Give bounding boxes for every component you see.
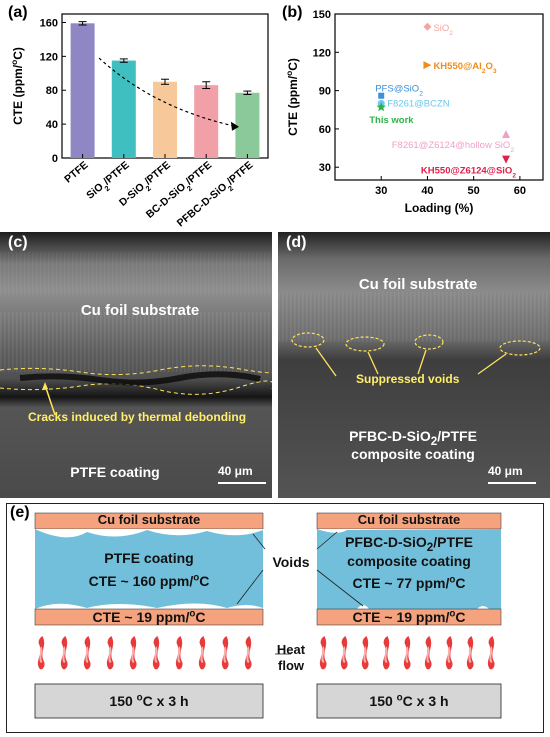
left-coating-cte: CTE ~ 160 ppm/oC	[88, 572, 210, 589]
heat-flame-icon	[403, 636, 411, 670]
heat-flame-icon	[221, 636, 229, 670]
panel-label-c: (c)	[8, 234, 28, 251]
xtick-label-b: 60	[514, 185, 526, 197]
ytick-label-b: 60	[319, 124, 331, 136]
heat-flame-icon	[198, 636, 206, 670]
heat-flame-icon	[175, 636, 183, 670]
bar-4	[235, 92, 260, 158]
point-4	[376, 102, 386, 112]
bar-0	[70, 23, 95, 159]
right-coating-line1: PFBC-D-SiO2/PTFE	[345, 534, 473, 554]
ptfe-coating-text: PTFE coating	[104, 550, 194, 566]
right-coating-cte: CTE ~ 77 ppm/oC	[352, 574, 466, 591]
bar-2	[153, 81, 177, 158]
sem-image-d: (d) Cu foil substrate Suppressed voids P…	[278, 232, 550, 498]
ptfe-coating-label: PTFE coating	[70, 464, 160, 480]
heat-flame-icon	[83, 636, 91, 670]
schematic-graphics	[34, 512, 502, 719]
cu-foil-left: Cu foil substrate	[97, 512, 201, 527]
panel-label-a: (a)	[8, 4, 28, 21]
scale-text-d: 40 μm	[488, 464, 523, 478]
heat-flame-icon	[319, 636, 327, 670]
ytick-label-b: 150	[313, 9, 331, 21]
sem-image-c: (c) Cu foil substrate Cracks induced by …	[0, 232, 272, 498]
bar-3	[194, 85, 219, 158]
point-5	[502, 130, 511, 139]
heat-flame-icon	[466, 636, 474, 670]
pfbc-coating-label-d-2: composite coating	[351, 446, 475, 462]
xtick-label-b: 50	[468, 185, 480, 197]
ylabel-b: CTE (ppm/oC)	[284, 58, 300, 136]
scale-text-c: 40 μm	[218, 464, 253, 478]
heat-flame-icon	[152, 636, 160, 670]
point-label-2: PFS@SiO2	[375, 84, 423, 98]
voids-label: Voids	[272, 554, 310, 570]
right-bottom-cte: CTE ~ 19 ppm/oC	[352, 608, 466, 625]
panel-label-e: (e)	[10, 504, 30, 521]
heater-right-label: 150 oC x 3 h	[369, 692, 449, 709]
ytick-label-a: 0	[52, 153, 58, 165]
ylabel-a: CTE (ppm/oC)	[9, 47, 25, 125]
cracks-label: Cracks induced by thermal debonding	[28, 410, 247, 424]
point-label-1: KH550@Al2O3	[433, 61, 496, 75]
panel-label-b: (b)	[282, 4, 303, 21]
point-6	[502, 155, 511, 164]
schematic-panel: (e)	[6, 503, 544, 733]
heat-flame-icon	[244, 636, 252, 670]
xtick-label-b: 40	[421, 185, 433, 197]
trend-arrow-head	[230, 121, 239, 131]
scale-bar-c	[218, 482, 266, 484]
heat-flame-icon	[424, 636, 432, 670]
xlabel-b: Loading (%)	[405, 201, 474, 215]
point-label-4: This work	[369, 115, 414, 126]
xtick-label-a-4: PFBC-D-SiO2/PTFE	[175, 159, 258, 232]
ytick-label-a: 40	[46, 119, 58, 131]
heat-flame-icon	[129, 636, 137, 670]
right-coating-line2: composite coating	[347, 553, 471, 569]
point-label-0: SiO2	[433, 23, 453, 37]
ytick-label-b: 120	[313, 47, 331, 59]
ytick-label-a: 120	[40, 51, 58, 63]
sem-texture-c	[0, 232, 272, 498]
scale-bar-d	[488, 482, 536, 484]
scatter-chart-cte-loading: 30 60 90 120 150 30 40 50 60 Loading (%) CTE (ppm/…	[284, 9, 544, 215]
heater-left-label: 150 oC x 3 h	[109, 692, 189, 709]
heat-flame-icon	[487, 636, 495, 670]
bar-1	[111, 60, 136, 158]
xtick-label-b: 30	[375, 185, 387, 197]
point-2	[378, 92, 385, 99]
trend-arrow	[98, 57, 234, 127]
point-0	[423, 22, 432, 31]
cu-foil-label-c: Cu foil substrate	[80, 302, 200, 319]
ytick-label-a: 80	[46, 85, 58, 97]
heat-flame-icon	[106, 636, 114, 670]
heat-flame-icon	[382, 636, 390, 670]
heat-flame-icon	[340, 636, 348, 670]
sem-texture-d	[278, 232, 550, 498]
ytick-label-b: 90	[319, 86, 331, 98]
heat-flame-icon	[60, 636, 68, 670]
heat-flow-label-1: Heat	[276, 642, 306, 657]
heat-flame-icon	[361, 636, 369, 670]
point-label-3: F8261@BCZN	[387, 98, 450, 109]
point-1	[423, 61, 432, 70]
heat-flow-label-2: flow	[278, 658, 304, 673]
panel-label-d: (d)	[286, 234, 307, 251]
ytick-label-b: 30	[319, 162, 331, 174]
left-bottom-cte: CTE ~ 19 ppm/oC	[92, 608, 206, 625]
plot-frame-b	[334, 13, 544, 181]
cu-foil-right: Cu foil substrate	[357, 512, 461, 527]
pfbc-coating-label-d-1: PFBC-D-SiO2/PTFE	[349, 428, 477, 448]
point-label-6: KH550@Z6124@SiO2	[421, 166, 516, 180]
heat-flame-icon	[445, 636, 453, 670]
cu-foil-label-d: Cu foil substrate	[358, 276, 478, 293]
heat-flame-icon	[37, 636, 45, 670]
point-label-5: F8261@Z6124@hollow SiO2	[392, 140, 515, 154]
ytick-label-a: 160	[40, 17, 58, 29]
suppressed-voids-label: Suppressed voids	[356, 372, 460, 386]
xtick-label-a-0: PTFE	[62, 159, 90, 185]
